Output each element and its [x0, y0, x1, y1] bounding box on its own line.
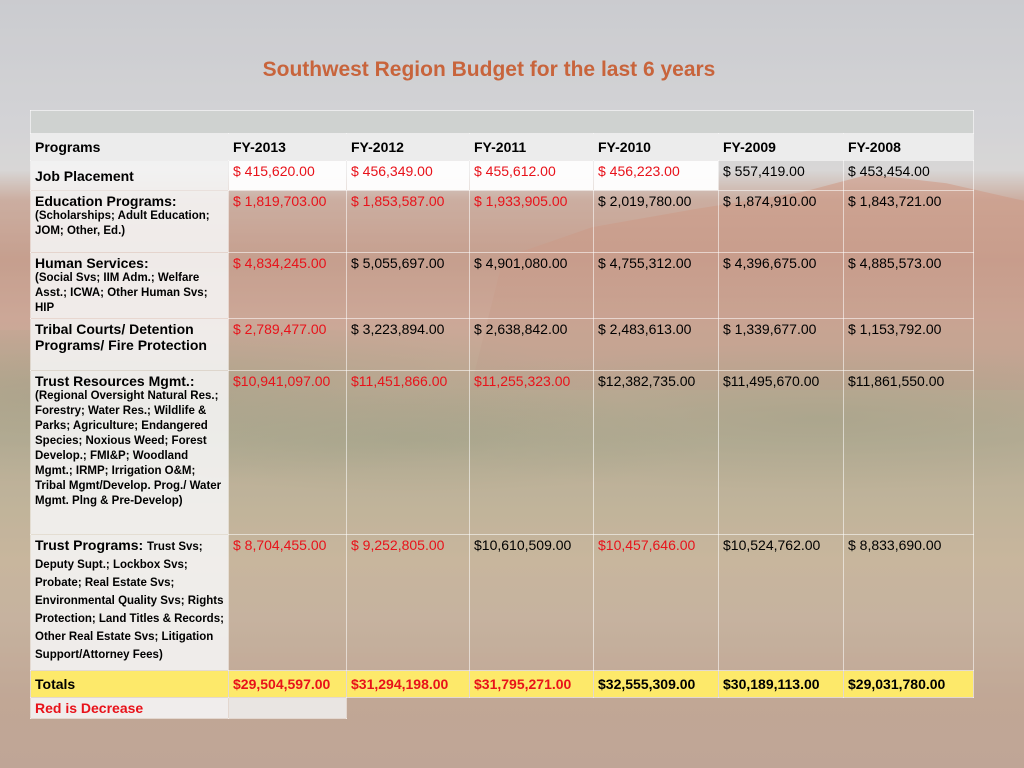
row-sub-label: (Social Svs; IIM Adm.; Welfare Asst.; IC…	[35, 272, 208, 314]
row-main-label: Trust Resources Mgmt.:	[35, 373, 195, 389]
row-label: Tribal Courts/ Detention Programs/ Fire …	[30, 318, 229, 371]
cell-value: $ 453,454.00	[842, 160, 975, 191]
total-value: $29,031,780.00	[842, 670, 975, 698]
row-job-placement: Job Placement $ 415,620.00 $ 456,349.00 …	[30, 160, 975, 191]
slide-title: Southwest Region Budget for the last 6 y…	[262, 58, 716, 81]
cell-value: $ 5,055,697.00	[346, 252, 470, 319]
cell-value: $ 1,933,905.00	[469, 190, 594, 253]
cell-value: $ 3,223,894.00	[346, 318, 470, 371]
cell-value: $ 415,620.00	[228, 160, 347, 191]
cell-value: $ 1,843,721.00	[842, 190, 975, 253]
cell-value: $ 4,396,675.00	[718, 252, 844, 319]
row-legend-note: Red is Decrease	[30, 697, 974, 719]
cell-value: $ 1,153,792.00	[842, 318, 975, 371]
row-label: Human Services: (Social Svs; IIM Adm.; W…	[30, 252, 229, 319]
cell-value: $ 455,612.00	[469, 160, 594, 191]
cell-value: $ 4,885,573.00	[842, 252, 975, 319]
decrease-note: Red is Decrease	[30, 697, 229, 719]
cell-value: $12,382,735.00	[593, 370, 719, 535]
header-fy2011: FY-2011	[469, 133, 594, 161]
row-label: Education Programs: (Scholarships; Adult…	[30, 190, 229, 253]
cell-value: $ 4,901,080.00	[469, 252, 594, 319]
note-empty-space	[347, 698, 974, 719]
row-sub-label: Trust Svs; Deputy Supt.; Lockbox Svs; Pr…	[35, 541, 224, 661]
cell-value: $11,495,670.00	[718, 370, 844, 535]
cell-value: $ 1,339,677.00	[718, 318, 844, 371]
header-programs: Programs	[30, 133, 229, 161]
total-value: $29,504,597.00	[228, 670, 347, 698]
row-label: Trust Resources Mgmt.: (Regional Oversig…	[30, 370, 229, 535]
cell-value: $11,861,550.00	[842, 370, 975, 535]
row-human-services: Human Services: (Social Svs; IIM Adm.; W…	[30, 252, 975, 319]
totals-label: Totals	[30, 670, 229, 698]
cell-value: $ 9,252,805.00	[346, 534, 470, 671]
cell-value: $ 2,483,613.00	[593, 318, 719, 371]
cell-value: $10,610,509.00	[469, 534, 594, 671]
row-main-label: Trust Programs:	[35, 537, 144, 553]
table-banner-row	[29, 110, 975, 134]
row-main-label: Human Services:	[35, 255, 149, 271]
cell-value: $10,941,097.00	[228, 370, 347, 535]
cell-value: $10,524,762.00	[718, 534, 844, 671]
cell-value: $ 4,755,312.00	[593, 252, 719, 319]
row-sub-label: (Regional Oversight Natural Res.; Forest…	[35, 390, 222, 507]
row-main-label: Tribal Courts/ Detention Programs/ Fire …	[35, 321, 207, 353]
cell-value: $ 1,853,587.00	[346, 190, 470, 253]
cell-value: $ 4,834,245.00	[228, 252, 347, 319]
cell-value: $ 8,833,690.00	[842, 534, 975, 671]
row-main-label: Education Programs:	[35, 193, 177, 209]
row-main-label: Job Placement	[35, 167, 134, 184]
header-fy2010: FY-2010	[593, 133, 719, 161]
note-blank-cell	[228, 697, 347, 719]
cell-value: $11,255,323.00	[469, 370, 594, 535]
row-sub-label: (Scholarships; Adult Education; JOM; Oth…	[35, 210, 210, 237]
row-tribal-courts: Tribal Courts/ Detention Programs/ Fire …	[30, 318, 975, 371]
total-value: $32,555,309.00	[593, 670, 719, 698]
table-header-row: Programs FY-2013 FY-2012 FY-2011 FY-2010…	[30, 133, 975, 161]
total-value: $31,795,271.00	[469, 670, 594, 698]
cell-value: $ 557,419.00	[718, 160, 844, 191]
cell-value: $ 2,789,477.00	[228, 318, 347, 371]
total-value: $30,189,113.00	[718, 670, 844, 698]
cell-value: $ 8,704,455.00	[228, 534, 347, 671]
cell-value: $ 2,638,842.00	[469, 318, 594, 371]
cell-value: $ 1,819,703.00	[228, 190, 347, 253]
row-education: Education Programs: (Scholarships; Adult…	[30, 190, 975, 253]
cell-value: $11,451,866.00	[346, 370, 470, 535]
header-fy2013: FY-2013	[228, 133, 347, 161]
cell-value: $ 456,349.00	[346, 160, 470, 191]
cell-value: $10,457,646.00	[593, 534, 719, 671]
cell-value: $ 1,874,910.00	[718, 190, 844, 253]
header-fy2012: FY-2012	[346, 133, 470, 161]
cell-value: $ 2,019,780.00	[593, 190, 719, 253]
row-trust-programs: Trust Programs: Trust Svs; Deputy Supt.;…	[30, 534, 975, 671]
row-totals: Totals $29,504,597.00 $31,294,198.00 $31…	[30, 670, 975, 698]
total-value: $31,294,198.00	[346, 670, 470, 698]
cell-value: $ 456,223.00	[593, 160, 719, 191]
header-fy2009: FY-2009	[718, 133, 844, 161]
budget-table: Programs FY-2013 FY-2012 FY-2011 FY-2010…	[29, 110, 975, 719]
header-fy2008: FY-2008	[842, 133, 975, 161]
row-label: Job Placement	[30, 160, 229, 191]
row-trust-resources: Trust Resources Mgmt.: (Regional Oversig…	[30, 370, 975, 535]
row-label: Trust Programs: Trust Svs; Deputy Supt.;…	[30, 534, 229, 671]
